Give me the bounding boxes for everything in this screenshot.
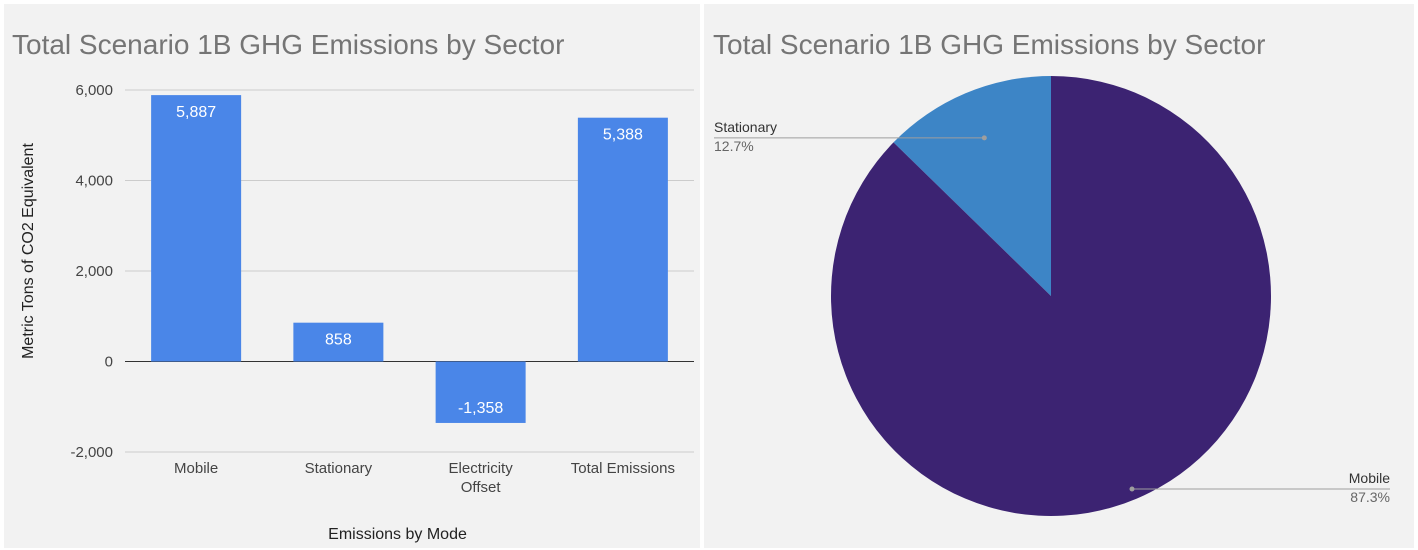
- pie-chart-title: Total Scenario 1B GHG Emissions by Secto…: [713, 29, 1266, 60]
- bar-chart-panel: Total Scenario 1B GHG Emissions by Secto…: [4, 4, 700, 548]
- x-tick-label: Stationary: [305, 460, 373, 477]
- bar: [151, 95, 242, 362]
- y-tick-label: 6,000: [75, 82, 113, 99]
- bar-data-label: 858: [325, 332, 352, 349]
- pie-slice: [893, 76, 1051, 296]
- pie-label-stationary-percent: 12.7%: [714, 138, 754, 154]
- y-tick-label: -2,000: [70, 444, 113, 461]
- pie-chart-panel: Total Scenario 1B GHG Emissions by Secto…: [704, 4, 1414, 548]
- bar: [293, 322, 384, 362]
- bar-chart-title: Total Scenario 1B GHG Emissions by Secto…: [12, 29, 565, 60]
- x-tick-label: Offset: [461, 479, 502, 496]
- y-tick-label: 0: [105, 354, 113, 371]
- pie-label-mobile: Mobile: [1349, 470, 1390, 486]
- pie-chart-svg: Stationary 12.7% Mobile 87.3%: [714, 76, 1390, 516]
- bar-data-label: -1,358: [458, 400, 503, 417]
- bar-chart-svg: -2,000 0 2,000 4,000 6,000 5,887 Mobile 858 Stat…: [20, 82, 694, 543]
- pie-label-stationary: Stationary: [714, 119, 777, 135]
- pie-slice: [831, 76, 1271, 516]
- y-axis-title: Metric Tons of CO2 Equivalent: [20, 143, 37, 359]
- y-tick-label: 2,000: [75, 263, 113, 280]
- bar-data-label: 5,887: [176, 104, 216, 121]
- bar: [577, 117, 668, 362]
- y-tick-label: 4,000: [75, 173, 113, 190]
- x-tick-label: Electricity: [449, 460, 514, 477]
- x-tick-label: Mobile: [174, 460, 218, 477]
- bar: [435, 361, 526, 423]
- x-axis-title: Emissions by Mode: [328, 526, 467, 543]
- pie-label-mobile-percent: 87.3%: [1350, 489, 1390, 505]
- bar-data-label: 5,388: [603, 127, 643, 144]
- x-tick-label: Total Emissions: [571, 460, 675, 477]
